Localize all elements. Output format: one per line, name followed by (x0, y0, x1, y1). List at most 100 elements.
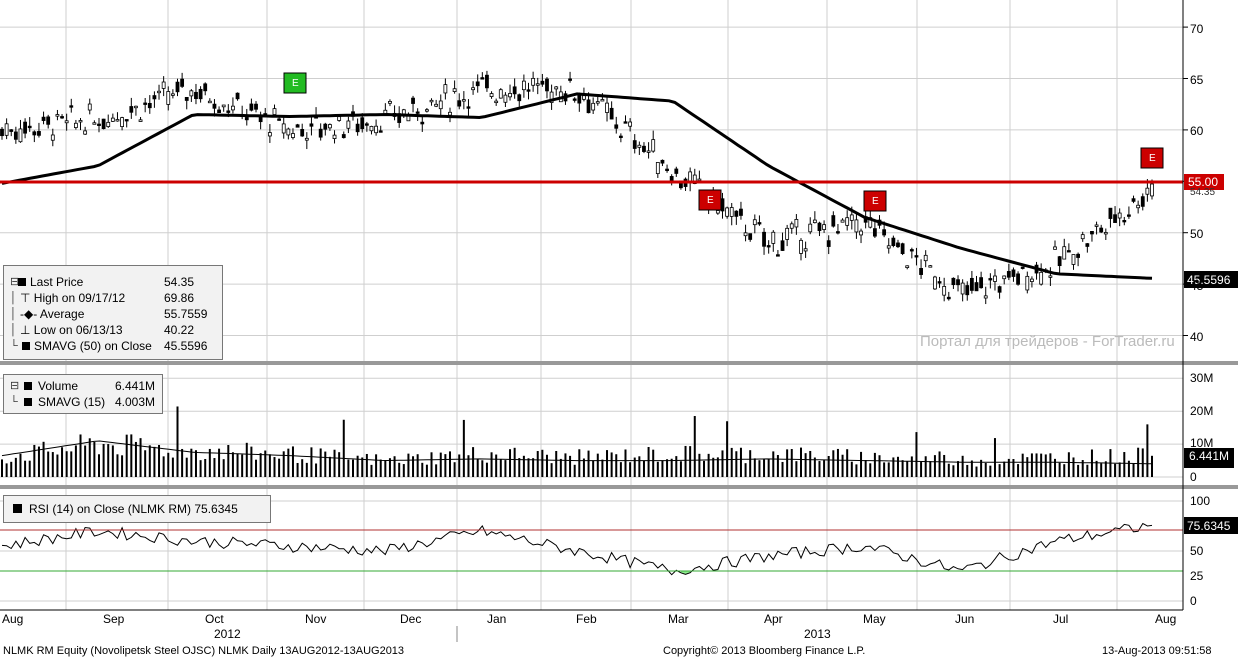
volume-bar (739, 447, 742, 477)
volume-bar (679, 461, 682, 477)
volume-bar (527, 458, 530, 477)
candle-body (517, 94, 522, 102)
sma-label-bg (1184, 271, 1238, 288)
candle-body (1136, 204, 1141, 209)
volume-bar (647, 447, 650, 477)
candle-body (120, 117, 124, 127)
candle-body (452, 88, 457, 92)
volume-bar (1100, 463, 1103, 477)
volume-bar (550, 463, 553, 477)
candle-body (609, 107, 614, 120)
volume-bar (569, 455, 572, 477)
volume-bar (518, 458, 521, 477)
x-tick-month: Apr (764, 612, 783, 626)
candle-body (854, 219, 859, 233)
volume-bar (402, 464, 405, 477)
volume-bar (24, 460, 27, 477)
rsi-line (1, 522, 1153, 576)
candle-body (110, 117, 115, 122)
volume-bar (860, 451, 863, 477)
volume-bar (352, 459, 355, 477)
volume-bar (181, 448, 184, 477)
volume-bar (615, 454, 618, 477)
volume-bar (878, 455, 881, 477)
candle-body (443, 84, 448, 94)
candle-body (115, 119, 120, 122)
volume-bar (1049, 453, 1052, 477)
candle-body (1071, 254, 1076, 265)
volume-bar (361, 457, 364, 477)
candle-body (725, 207, 730, 217)
candle-body (956, 279, 960, 286)
sma50-line (1, 92, 1153, 280)
candle-body (674, 168, 679, 174)
candle-body (1113, 214, 1117, 223)
legend-label: SMAVG (50) on Close (34, 339, 152, 353)
candle-body (1150, 183, 1154, 197)
volume-bar (1035, 453, 1038, 477)
volume-bar (199, 460, 202, 477)
volume-bar (28, 460, 31, 477)
candle-body (905, 265, 910, 268)
volume-bar (980, 459, 983, 477)
candle-body (92, 122, 97, 125)
x-tick-month: Sep (103, 612, 125, 626)
candle-body (194, 91, 198, 100)
volume-last-label: 6.441M (1189, 449, 1229, 463)
candle-body (328, 124, 332, 129)
candle-body (4, 123, 9, 136)
candle-body (337, 116, 342, 121)
candle-body (919, 268, 923, 275)
candle-body (355, 123, 360, 133)
candle-body (0, 128, 4, 137)
volume-bar (823, 460, 826, 477)
candle-body (309, 123, 314, 127)
volume-bar (398, 462, 401, 477)
volume-bar (943, 454, 946, 477)
volume-bar (555, 450, 558, 477)
volume-bar (716, 457, 719, 477)
volume-bar (587, 450, 590, 477)
volume-bar (1007, 458, 1010, 477)
volume-bar (790, 449, 793, 477)
candlestick-series (0, 70, 1154, 305)
candle-body (341, 134, 346, 139)
volume-bar (190, 448, 193, 477)
candle-body (401, 109, 406, 115)
candle-body (360, 117, 365, 130)
candle-body (226, 110, 231, 113)
candle-body (295, 124, 300, 128)
volume-bar (1003, 461, 1006, 477)
candle-body (244, 117, 249, 121)
candle-body (64, 120, 69, 124)
candle-body (411, 97, 415, 104)
candle-body (965, 285, 970, 296)
volume-bar (1118, 462, 1121, 477)
volume-bar (176, 406, 179, 477)
volume-bar (629, 462, 632, 477)
candle-body (614, 124, 619, 129)
candle-body (521, 80, 526, 91)
volume-bar (204, 458, 207, 477)
volume-bar (772, 451, 775, 477)
volume-bar (693, 416, 696, 477)
candle-body (346, 120, 351, 129)
candle-body (535, 83, 540, 86)
candle-body (642, 145, 646, 152)
volume-bar (425, 464, 428, 477)
rsi-last-label: 75.6345 (1187, 519, 1231, 533)
volume-bar (1146, 424, 1149, 477)
candle-body (175, 81, 180, 93)
candle-body (526, 89, 531, 92)
candle-body (166, 91, 171, 105)
candle-body (304, 137, 309, 141)
volume-bar (933, 455, 936, 477)
volume-bar (79, 434, 82, 477)
candle-body (1140, 196, 1145, 207)
volume-bar (1081, 460, 1084, 477)
candle-body (434, 103, 439, 107)
candle-body (665, 168, 669, 172)
volume-bar (296, 462, 299, 477)
rsi-last-label-bg (1184, 517, 1238, 534)
candle-body (1048, 275, 1053, 278)
